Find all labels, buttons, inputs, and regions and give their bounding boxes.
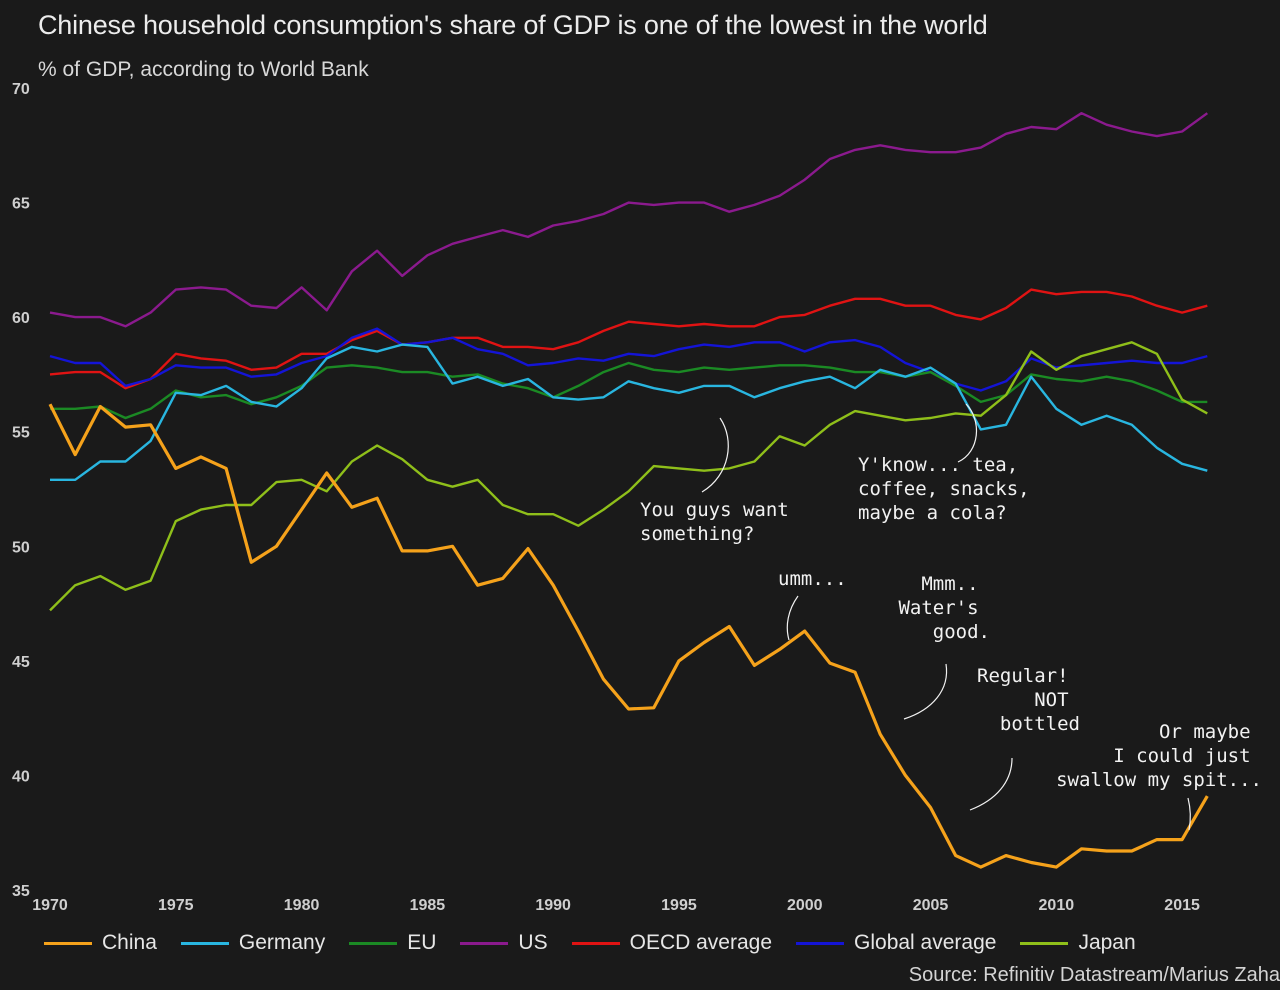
y-tick-label: 35 (12, 883, 30, 900)
annotation-2: Y'know... tea, coffee, snacks, maybe a c… (858, 454, 1041, 524)
legend-swatch (44, 941, 92, 945)
legend-label: US (518, 931, 548, 954)
annotation-line: Y'know... tea, (858, 454, 1018, 476)
legend-swatch (571, 941, 620, 945)
x-tick-label: 1995 (661, 897, 697, 914)
legend-item: OECD average (571, 931, 773, 955)
x-tick-label: 1985 (410, 897, 446, 914)
legend-item: Global average (796, 931, 996, 955)
series-line-global-average (49, 327, 1208, 392)
legend-swatch (460, 941, 509, 945)
annotation-line: good. (933, 621, 990, 643)
annotation-pointer (786, 595, 799, 641)
y-tick-label: 40 (12, 768, 30, 785)
legend-label: Global average (854, 931, 997, 954)
chart-title: Chinese household consumption's share of… (38, 10, 988, 40)
annotation-pointer (969, 757, 1013, 811)
x-tick-label: 1990 (535, 897, 571, 914)
annotation-line: bottled (1000, 713, 1080, 735)
annotation-pointer (701, 417, 729, 493)
annotation-line: Or maybe (1159, 721, 1251, 743)
legend-item: Japan (1020, 931, 1136, 955)
annotation-line: Water's (898, 597, 978, 619)
annotation-1: You guys want something? (640, 499, 800, 545)
annotation-pointer (903, 663, 948, 720)
x-tick-label: 2010 (1039, 897, 1075, 914)
series-line-us (49, 111, 1209, 328)
annotation-line: Regular! (977, 665, 1069, 687)
series-lines (48, 111, 1209, 869)
annotation-pointer (1187, 797, 1191, 831)
x-tick-label: 2015 (1164, 897, 1200, 914)
legend-item: Germany (180, 931, 326, 955)
x-tick-label: 2005 (913, 897, 949, 914)
x-tick-label: 1975 (158, 897, 194, 914)
annotation-pointer (957, 403, 978, 463)
y-tick-label: 65 (12, 196, 30, 213)
y-tick-label: 70 (12, 81, 30, 98)
legend-label: EU (407, 931, 437, 954)
legend-swatch (349, 941, 398, 945)
series-line-eu (50, 361, 1208, 420)
source-note: Source: Refinitiv Datastream/Marius Zaha (908, 964, 1280, 986)
x-tick-label: 1970 (32, 897, 68, 914)
annotation-line: something? (640, 523, 754, 545)
legend-swatch (796, 941, 845, 945)
y-tick-label: 60 (12, 310, 30, 327)
series-line-japan (49, 341, 1208, 612)
y-tick-label: 55 (12, 425, 30, 442)
legend-label: China (102, 931, 157, 954)
legend-label: Japan (1078, 931, 1136, 954)
y-tick-label: 50 (12, 539, 30, 556)
annotation-line: umm... (778, 568, 847, 590)
annotation-3: umm... (778, 568, 847, 590)
annotation-line: maybe a cola? (858, 502, 1007, 524)
annotations: You guys want something? Y'know... tea, … (640, 403, 1262, 831)
legend-label: Germany (238, 931, 326, 954)
y-axis-ticks: 35 40 45 50 55 60 65 70 (12, 81, 30, 900)
x-tick-label: 1980 (284, 897, 320, 914)
legend-item: China (44, 931, 157, 955)
chart-subtitle: % of GDP, according to World Bank (38, 58, 369, 81)
annotation-line: swallow my spit... (1056, 769, 1262, 791)
legend-item: US (460, 931, 548, 955)
y-tick-label: 45 (12, 654, 30, 671)
x-axis-ticks: 1970 1975 1980 1985 1990 1995 2000 2005 2010 2015 (32, 897, 1200, 914)
x-tick-label: 2000 (787, 897, 823, 914)
annotation-line: I could just (1113, 745, 1250, 767)
annotation-line: Mmm.. (921, 573, 978, 595)
annotation-6: Or maybe I could just swallow my spit... (1056, 721, 1262, 791)
legend-swatch (180, 941, 229, 945)
annotation-line: NOT (1034, 689, 1068, 711)
chart-legend: China Germany EU US OECD average Global avera… (44, 928, 1160, 958)
legend-label: OECD average (629, 931, 773, 954)
series-line-oecd-average (49, 288, 1208, 390)
annotation-line: You guys want (640, 499, 789, 521)
annotation-5: Regular! NOT bottled (977, 665, 1080, 735)
series-line-china (48, 403, 1209, 869)
annotation-line: coffee, snacks, (858, 478, 1030, 500)
annotation-4: Mmm.. Water's good. (898, 573, 990, 643)
legend-swatch (1020, 941, 1069, 945)
series-line-germany (50, 343, 1208, 481)
legend-item: EU (349, 931, 436, 955)
